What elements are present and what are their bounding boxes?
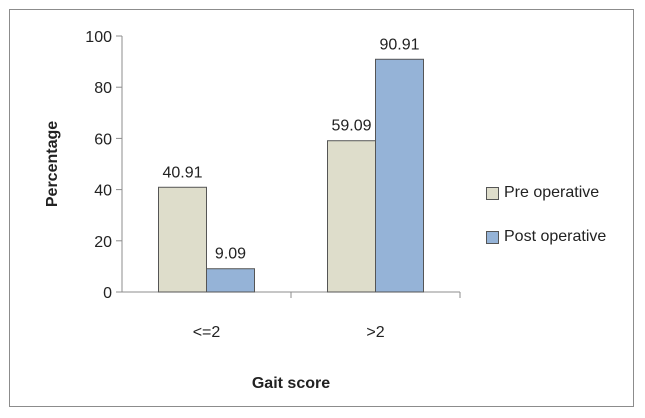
data-label: 9.09: [215, 246, 246, 263]
legend-item-pre-operative: Pre operative: [486, 182, 606, 204]
data-label: 59.09: [331, 118, 371, 135]
legend: Pre operative Post operative: [486, 182, 606, 270]
legend-item-post-operative: Post operative: [486, 226, 606, 248]
bar: [158, 186, 207, 293]
y-tick-label: 100: [85, 29, 112, 46]
x-axis-title: Gait score: [252, 375, 330, 392]
y-tick-label: 80: [94, 80, 112, 97]
legend-label-pre-operative: Pre operative: [504, 184, 600, 201]
data-label: 40.91: [162, 164, 202, 181]
x-tick-label: <=2: [193, 324, 221, 341]
x-tick-label: >2: [366, 324, 384, 341]
bars: [158, 58, 424, 293]
chart-frame: [9, 9, 634, 407]
y-tick-label: 0: [103, 285, 112, 302]
legend-label-post-operative: Post operative: [504, 228, 607, 245]
y-tick-label: 60: [94, 131, 112, 148]
y-tick-label: 40: [94, 183, 112, 200]
y-tick-label: 20: [94, 234, 112, 251]
data-label: 90.91: [379, 36, 419, 53]
bar: [375, 58, 424, 293]
legend-swatch-pre-operative: [486, 186, 499, 200]
legend-swatch-post-operative: [486, 230, 499, 244]
y-axis-title: Percentage: [44, 121, 61, 207]
data-labels: 40.91 9.09 59.09 90.91: [162, 36, 419, 262]
bar: [327, 140, 376, 293]
bar: [206, 268, 255, 293]
